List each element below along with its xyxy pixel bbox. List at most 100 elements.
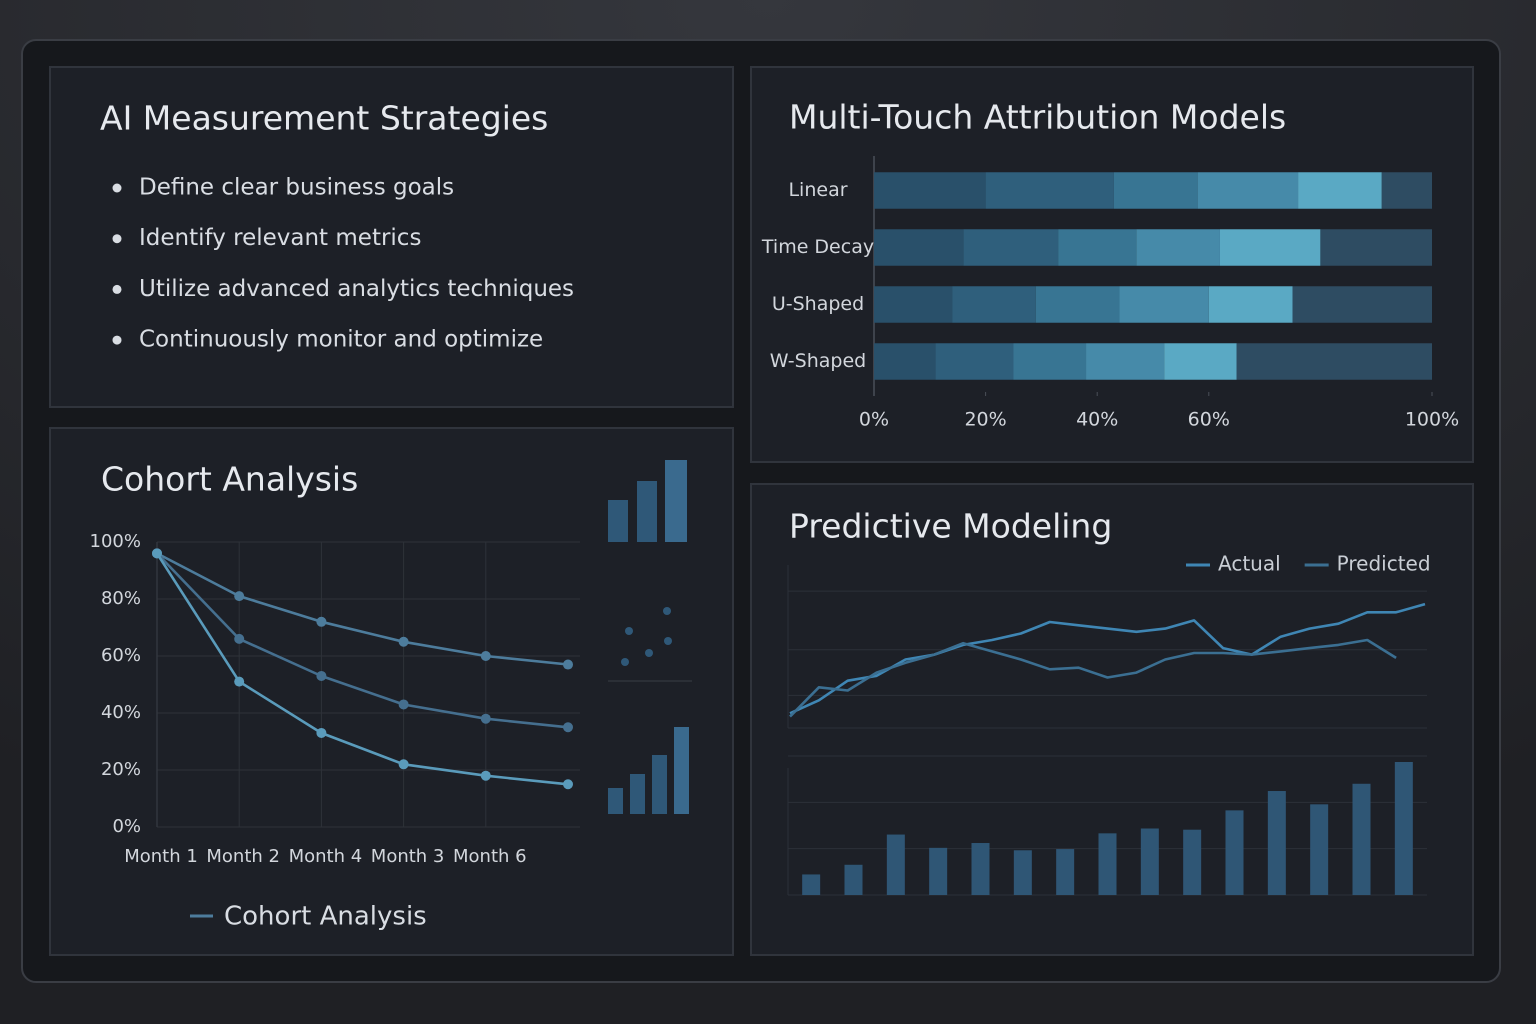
bar-segment	[1298, 172, 1382, 209]
x-tick-label: 100%	[1405, 409, 1459, 431]
icon	[645, 649, 653, 657]
icon	[664, 637, 672, 645]
bar-segment	[1236, 343, 1432, 380]
marker	[480, 713, 491, 724]
bullet	[112, 234, 122, 244]
x-tick-label: 60%	[1188, 409, 1230, 431]
marker	[234, 633, 245, 644]
x-tick-label: Month 1	[124, 846, 198, 867]
panel	[49, 66, 734, 408]
icon	[665, 460, 687, 542]
marker	[316, 727, 327, 738]
bar	[1056, 849, 1075, 895]
bar-segment	[1219, 229, 1321, 266]
icon	[630, 774, 645, 814]
list-item: Identify relevant metrics	[139, 225, 421, 251]
line	[156, 552, 569, 666]
bar-segment	[1164, 343, 1237, 380]
x-tick-label: 20%	[964, 409, 1006, 431]
x-tick-label: Month 6	[453, 846, 527, 867]
line	[789, 638, 1397, 718]
bullet	[112, 284, 122, 294]
bar-segment	[874, 286, 953, 323]
bar-segment	[1086, 343, 1165, 380]
y-tick-label: 0%	[112, 816, 141, 837]
list-item: Utilize advanced analytics techniques	[139, 276, 574, 302]
marker	[480, 770, 491, 781]
marker	[398, 636, 409, 647]
bar-segment	[1058, 229, 1137, 266]
bar	[1013, 850, 1032, 895]
bar-segment	[1197, 172, 1299, 209]
y-tick-label: 60%	[101, 645, 141, 666]
line	[155, 552, 569, 786]
bar-segment	[1113, 172, 1198, 209]
bar	[1352, 783, 1371, 895]
x-tick-label: Month 2	[206, 846, 280, 867]
marker	[563, 722, 573, 733]
x-tick-label: Month 4	[289, 846, 363, 867]
panel-title: AI Measurement Strategies	[100, 99, 548, 138]
marker	[563, 779, 573, 790]
bar	[929, 847, 948, 895]
y-tick-label: Linear	[788, 179, 847, 201]
icon	[608, 788, 623, 814]
y-tick-label: U-Shaped	[772, 293, 864, 315]
cohort-icons	[608, 460, 692, 814]
bar	[1183, 829, 1202, 895]
panel	[49, 427, 734, 956]
marker	[563, 659, 573, 670]
marker	[234, 591, 245, 602]
bar	[886, 834, 905, 895]
bar	[1225, 810, 1244, 895]
bar	[1098, 833, 1117, 895]
panel-title: Predictive Modeling	[789, 507, 1112, 546]
bar-segment	[935, 343, 1014, 380]
bullet	[112, 183, 122, 193]
marker	[398, 759, 409, 770]
marker	[316, 670, 327, 681]
bar	[1267, 791, 1286, 895]
bar-segment	[1035, 286, 1120, 323]
y-tick-label: W-Shaped	[770, 350, 866, 372]
bar-segment	[1292, 286, 1432, 323]
bar	[1310, 804, 1329, 895]
icon	[663, 607, 671, 615]
legend-label: Actual	[1218, 552, 1281, 576]
y-tick-label: 40%	[101, 702, 141, 723]
icon	[625, 627, 633, 635]
icon	[637, 481, 657, 542]
panel-title: Multi-Touch Attribution Models	[789, 98, 1286, 137]
icon	[652, 755, 667, 814]
bar-segment	[874, 229, 964, 266]
legend-label: Predicted	[1337, 552, 1431, 576]
marker	[316, 616, 327, 627]
bar-segment	[1136, 229, 1220, 266]
y-tick-label: 100%	[90, 531, 141, 552]
panel-title: Cohort Analysis	[101, 460, 358, 499]
bar-segment	[952, 286, 1036, 323]
list-item: Define clear business goals	[139, 175, 454, 201]
icon	[621, 658, 629, 666]
x-tick-label: 40%	[1076, 409, 1118, 431]
list-item: Continuously monitor and optimize	[139, 327, 543, 353]
marker	[234, 676, 245, 687]
bar	[1394, 762, 1413, 895]
icon	[608, 500, 628, 542]
bar-segment	[1119, 286, 1209, 323]
bar	[802, 874, 821, 895]
marker	[398, 699, 409, 710]
legend-label: Cohort Analysis	[224, 902, 427, 932]
marker	[152, 548, 162, 559]
bar-segment	[963, 229, 1059, 266]
x-tick-label: 0%	[859, 409, 889, 431]
bar-segment	[874, 343, 936, 380]
y-tick-label: 20%	[101, 759, 141, 780]
line	[156, 552, 569, 729]
bullet	[112, 335, 122, 345]
marker	[480, 651, 491, 661]
bar-segment	[1320, 229, 1432, 266]
y-tick-label: 80%	[101, 588, 141, 609]
bar	[1140, 828, 1159, 895]
